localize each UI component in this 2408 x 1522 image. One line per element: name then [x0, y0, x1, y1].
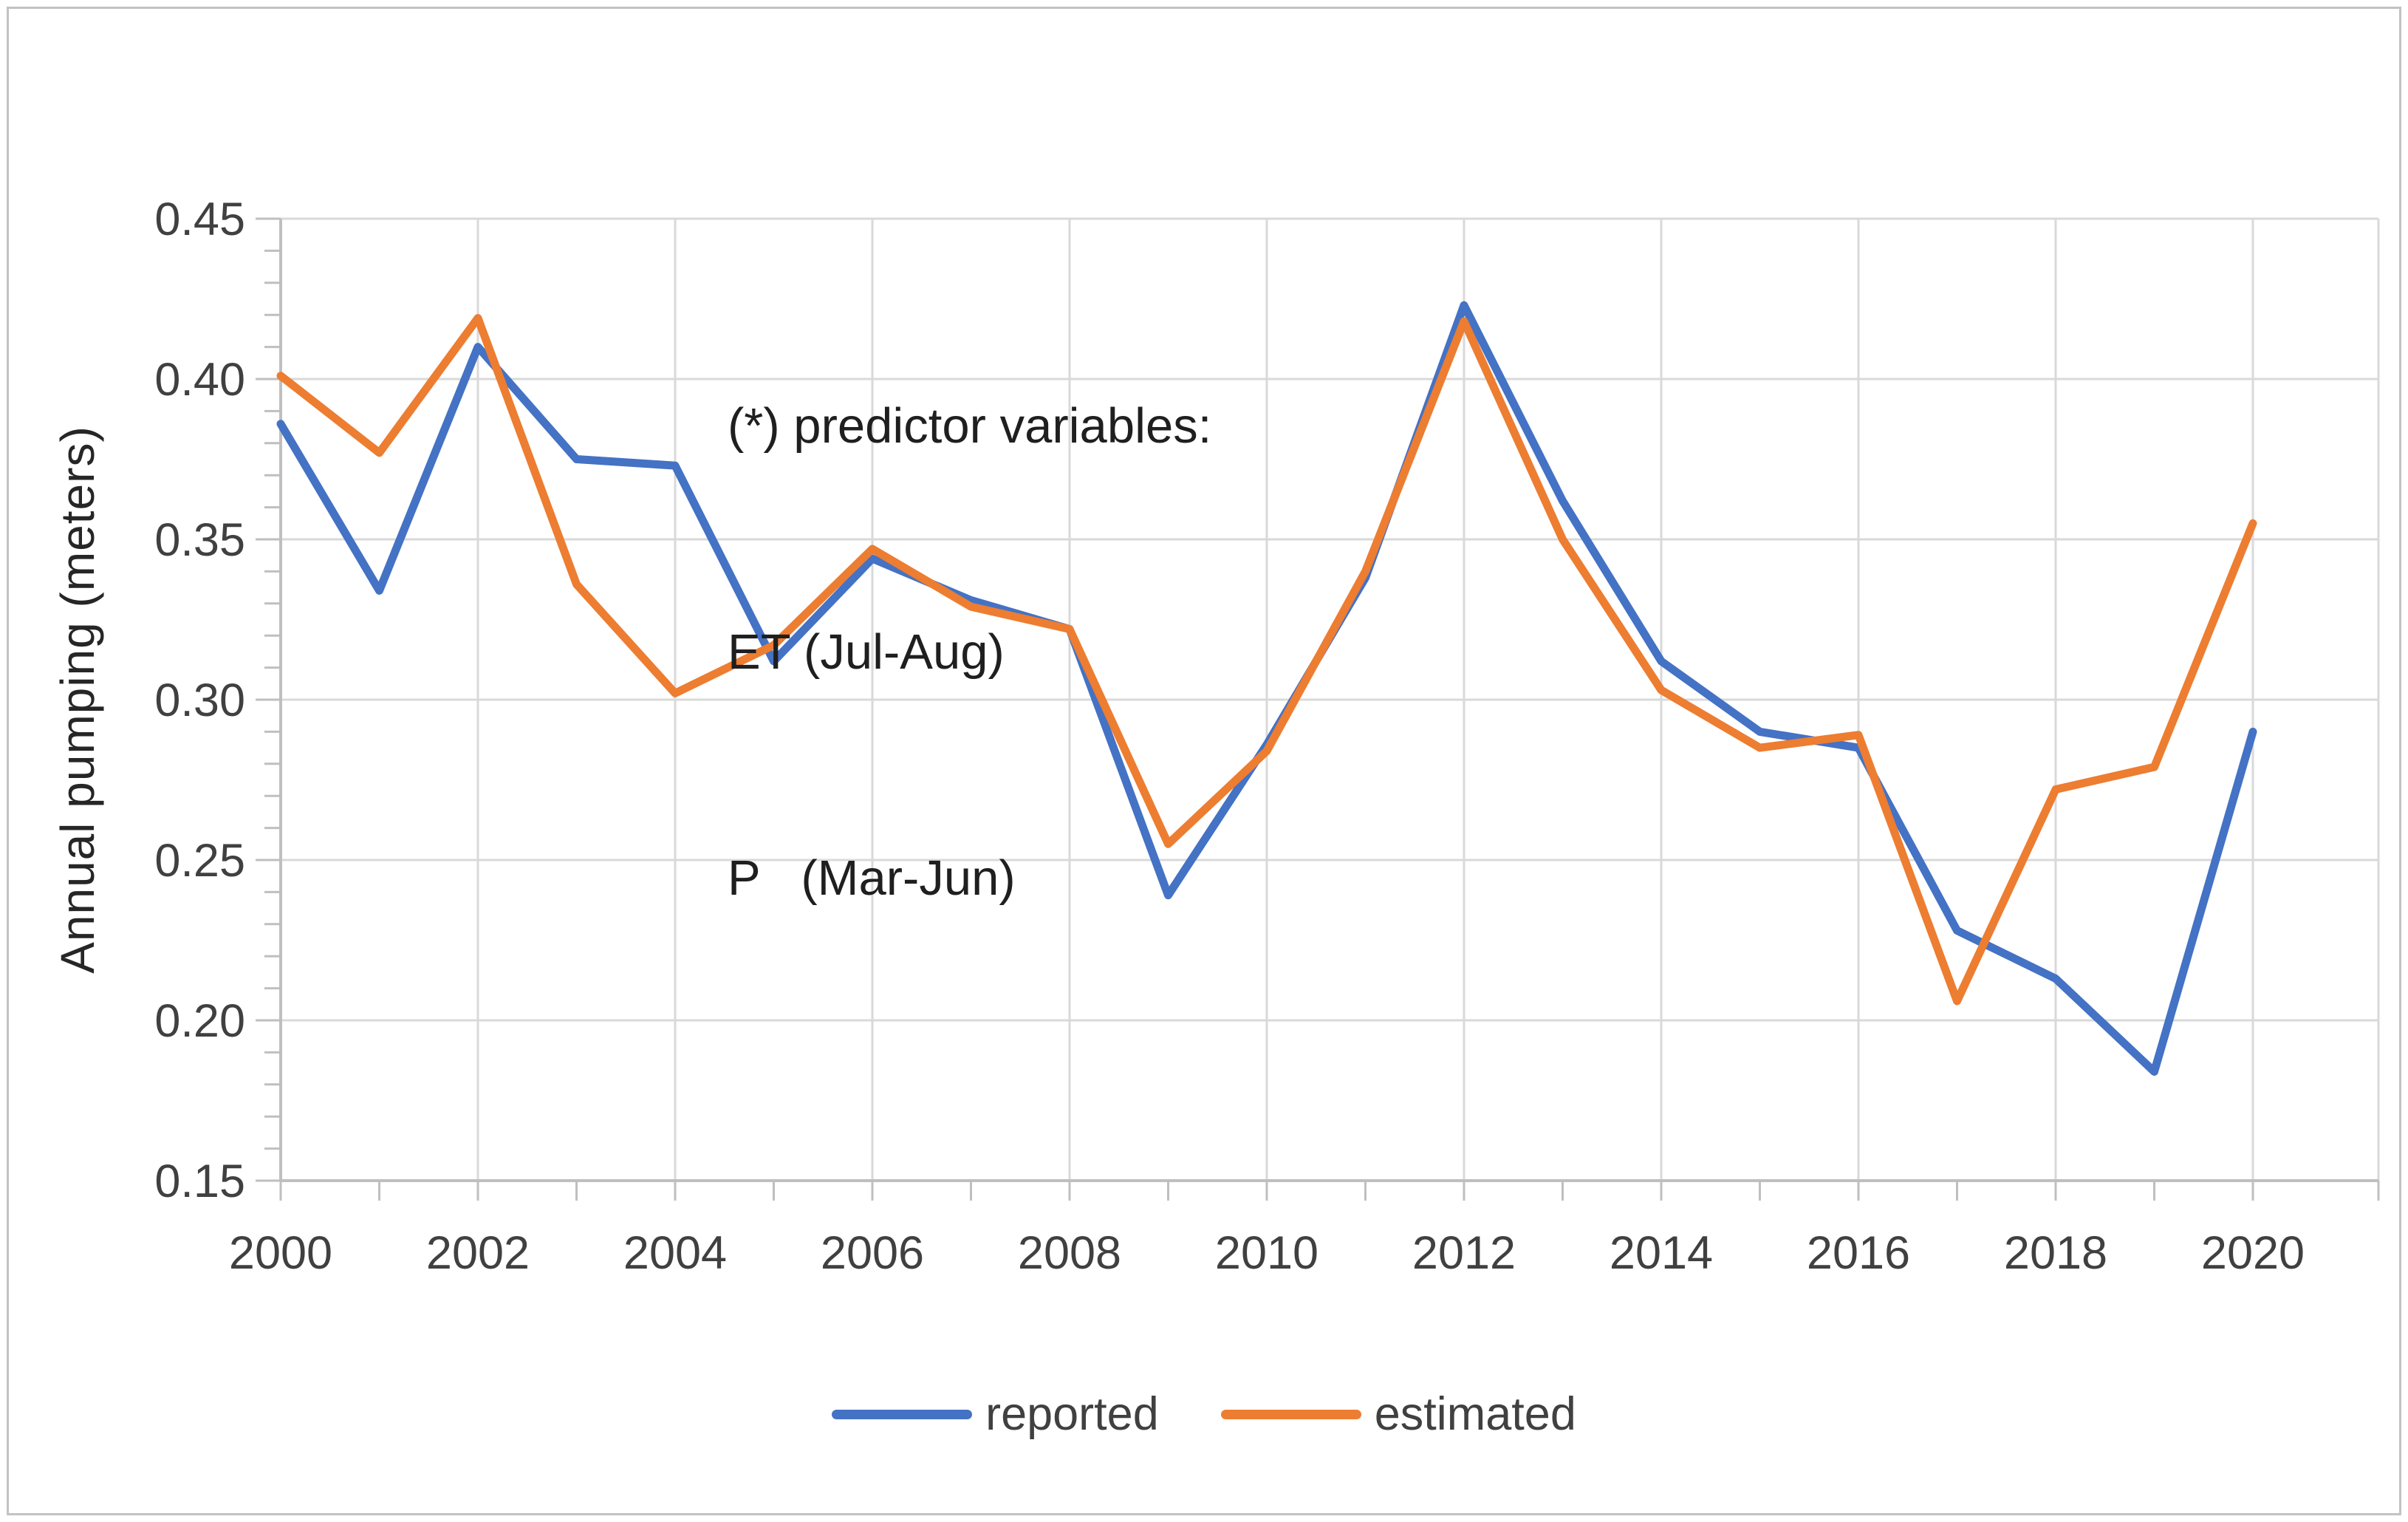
series-line-estimated	[276, 314, 2257, 1006]
legend: reported estimated	[0, 1388, 2408, 1441]
x-tick-label: 2014	[1610, 1227, 1713, 1279]
legend-label-reported: reported	[985, 1388, 1159, 1440]
y-tick-label: 0.20	[154, 995, 245, 1047]
y-tick-label: 0.15	[154, 1156, 245, 1207]
legend-line-sample-estimated	[1220, 1409, 1361, 1419]
annotation-line-3: P (Mar-Jun)	[728, 850, 1016, 906]
x-tick-label: 2012	[1412, 1227, 1516, 1279]
x-tick-label: 2000	[229, 1227, 332, 1279]
figure-border	[7, 7, 2401, 1515]
annotation-block: (*) predictor variables: ET (Jul-Aug) P …	[728, 238, 1211, 1067]
x-tick-label: 2002	[426, 1227, 530, 1279]
y-tick-label: 0.40	[154, 354, 245, 406]
x-tick-label: 2004	[623, 1227, 727, 1279]
x-tick-label: 2006	[821, 1227, 924, 1279]
annotation-line-1: (*) predictor variables:	[728, 398, 1212, 454]
y-tick-label: 0.25	[154, 835, 245, 887]
y-tick-label: 0.45	[154, 194, 245, 245]
legend-item-reported: reported	[832, 1388, 1159, 1441]
y-tick-label: 0.35	[154, 514, 245, 566]
legend-label-estimated: estimated	[1374, 1388, 1576, 1440]
y-axis-title: Annual pumping (meters)	[51, 426, 104, 974]
x-tick-label: 2008	[1018, 1227, 1121, 1279]
x-tick-label: 2020	[2201, 1227, 2305, 1279]
x-tick-label: 2018	[2004, 1227, 2107, 1279]
legend-item-estimated: estimated	[1220, 1388, 1576, 1441]
x-tick-label: 2010	[1215, 1227, 1318, 1279]
y-tick-label: 0.30	[154, 675, 245, 726]
legend-line-sample-reported	[832, 1409, 973, 1419]
annotation-line-2: ET (Jul-Aug)	[728, 624, 1005, 680]
x-tick-label: 2016	[1807, 1227, 1910, 1279]
